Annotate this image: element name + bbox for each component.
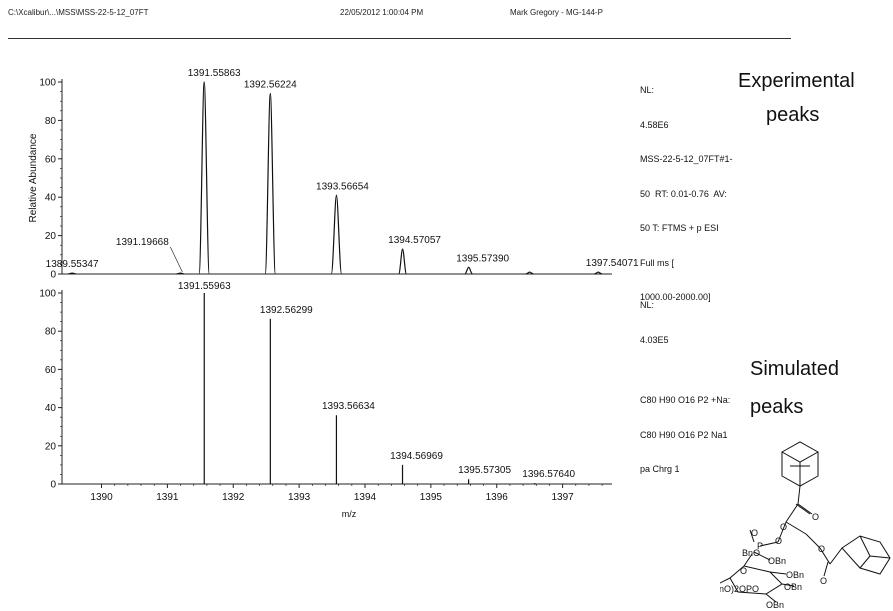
exp-peak <box>198 81 210 275</box>
simulated-label: Simulated <box>750 358 839 380</box>
exp-peak <box>68 272 76 275</box>
mol-label-o2: O <box>775 536 782 546</box>
exp-ytick-label: 0 <box>50 270 56 281</box>
sim-peak-label: 1395.57305 <box>458 465 511 476</box>
sim-peak-label: 1394.56969 <box>390 451 443 462</box>
top-nl-label: NL: <box>640 85 655 95</box>
x-tick-label: 1391 <box>156 492 179 503</box>
mol-label-obn4: OBn <box>766 600 784 610</box>
sim-ytick-label: 40 <box>45 403 57 414</box>
x-axis-label: m/z <box>342 509 357 519</box>
exp-peak <box>264 92 277 275</box>
exp-ytick-label: 20 <box>45 231 57 242</box>
simulated-label-2: peaks <box>750 396 804 418</box>
sim-ytick-label: 0 <box>50 480 56 491</box>
x-tick-label: 1397 <box>551 492 574 503</box>
exp-ytick-label: 40 <box>45 193 57 204</box>
exp-peak-label: 1391.55863 <box>188 68 241 79</box>
exp-peak-label: 1392.56224 <box>244 80 297 91</box>
mol-label-o1: O <box>751 528 758 538</box>
bottom-info-line2: C80 H90 O16 P2 Na1 <box>640 429 728 440</box>
mol-label-p: P <box>757 541 763 551</box>
header-divider <box>8 38 791 39</box>
exp-peak-label: 1395.57390 <box>456 253 509 264</box>
top-info-line5: 1000.00-2000.00] <box>640 292 711 302</box>
operator-name: Mark Gregory - MG-144-P <box>510 8 603 17</box>
x-tick-label: 1394 <box>354 492 377 503</box>
mol-label-obn3: OBn <box>784 582 802 592</box>
experimental-panel: 0 20 40 60 80 100 1389.55347 1391.19668 1391.558… <box>28 68 639 281</box>
experimental-label: Experimental <box>738 70 855 92</box>
top-info-line3: 50 T: FTMS + p ESI <box>640 223 719 233</box>
exp-peak <box>594 271 603 275</box>
file-path: C:\Xcalibur\...\MSS\MSS-22-5-12_07FT <box>8 8 149 17</box>
sim-peak-label: 1393.56634 <box>322 401 375 412</box>
top-info-block: NL: 4.58E6 MSS-22-5-12_07FT#1- 50 RT: 0.… <box>640 62 733 327</box>
exp-leader-line <box>170 246 183 273</box>
exp-peak-label: 1391.19668 <box>116 237 169 248</box>
exp-peak <box>330 194 343 275</box>
mol-label-o6: O <box>820 576 827 586</box>
exp-peak <box>176 272 185 275</box>
x-tick-label: 1393 <box>288 492 311 503</box>
exp-peak <box>525 271 534 275</box>
bottom-info-block: NL: 4.03E5 C80 H90 O16 P2 +Na: C80 H90 O… <box>640 277 730 499</box>
mol-label-o7: O <box>818 544 825 554</box>
top-info-line1: MSS-22-5-12_07FT#1- <box>640 154 733 164</box>
sim-ytick-label: 60 <box>45 365 57 376</box>
exp-ytick-label: 80 <box>45 116 57 127</box>
mol-label-obn1: OBn <box>768 556 786 566</box>
bottom-info-line3: pa Chrg 1 <box>640 464 680 474</box>
bottom-info-line1: C80 H90 O16 P2 +Na: <box>640 395 731 405</box>
x-tick-label: 1396 <box>486 492 509 503</box>
top-nl-value: 4.58E6 <box>640 119 669 130</box>
top-info-line4: Full ms [ <box>640 257 675 268</box>
bottom-nl-value: 4.03E5 <box>640 334 669 345</box>
simulated-panel: 0 20 40 60 80 100 1391.55963 1392.56299 1393.566… <box>39 281 612 519</box>
x-tick-label: 1395 <box>420 492 443 503</box>
mol-label-o3: O <box>740 566 747 576</box>
experimental-label-2: peaks <box>766 104 820 126</box>
y-axis-label: Relative Abundance <box>28 133 39 222</box>
sim-peak-label: 1391.55963 <box>178 281 231 292</box>
mol-label-o4: O <box>812 512 819 522</box>
bottom-nl-label: NL: <box>640 300 655 310</box>
exp-peak-label: 1393.56654 <box>316 181 369 192</box>
exp-ytick-label: 100 <box>39 78 56 89</box>
x-tick-label: 1392 <box>222 492 245 503</box>
exp-peak <box>398 248 408 275</box>
sim-peak-label: 1396.57640 <box>522 469 575 480</box>
mol-label-bno2opo: (BnO)2OPO <box>720 584 759 594</box>
x-tick-label: 1390 <box>90 492 113 503</box>
exp-peak-label: 1389.55347 <box>46 259 99 270</box>
top-info-line2: 50 RT: 0.01-0.76 AV: <box>640 188 727 199</box>
mol-label-obn2: OBn <box>786 570 804 580</box>
sim-ytick-label: 100 <box>39 289 56 300</box>
mol-label-bno: BnO <box>742 548 760 558</box>
sim-peak-label: 1392.56299 <box>260 305 313 316</box>
sim-ytick-label: 80 <box>45 327 57 338</box>
exp-peak-label: 1394.57057 <box>388 235 441 246</box>
mol-label-o5: O <box>780 522 787 532</box>
exp-peak <box>464 266 473 275</box>
acquisition-datetime: 22/05/2012 1:00:04 PM <box>340 8 424 17</box>
sim-ytick-label: 20 <box>45 441 57 452</box>
exp-ytick-label: 60 <box>45 154 57 165</box>
exp-peak-label: 1397.54071 <box>586 258 639 269</box>
molecule-structure-image: BnO O P O OBn O (BnO)2OPO OBn OBn OBn O … <box>720 441 891 610</box>
